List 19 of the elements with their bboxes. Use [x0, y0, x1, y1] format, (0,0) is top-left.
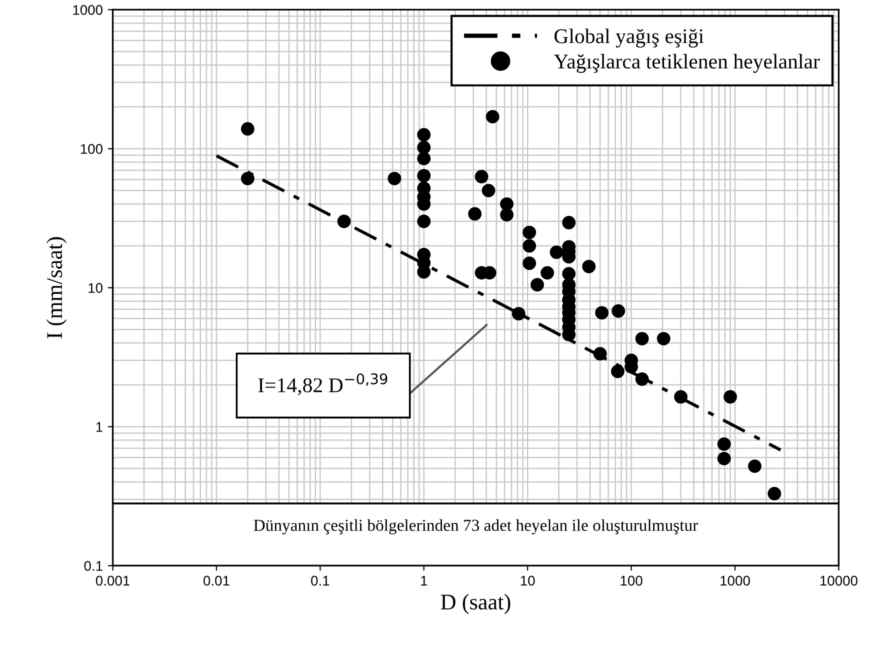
x-tick-label: 1 — [421, 576, 428, 586]
x-tick-label: 10000 — [820, 576, 858, 586]
y-tick-label: 1000 — [73, 5, 103, 15]
y-tick-label: 10 — [88, 283, 103, 293]
x-tick-label: 100 — [620, 576, 642, 586]
x-axis-title: D (saat) — [440, 594, 510, 614]
legend-label: Yağışlarca tetiklenen heyelanlar — [554, 54, 820, 73]
x-tick-label: 0.001 — [96, 576, 130, 586]
legend-label: Global yağış eşiği — [554, 28, 704, 48]
x-tick-label: 10 — [520, 576, 535, 586]
y-tick-label: 1 — [96, 422, 102, 432]
x-tick-label: 1000 — [720, 576, 750, 586]
y-axis-title: I (mm/saat) — [46, 237, 67, 338]
x-tick-label: 0.1 — [311, 576, 330, 586]
y-tick-label: 0.1 — [84, 561, 102, 571]
annotation: Dünyanın çeşitli bölgelerinden 73 adet heyelan ile oluşturulmuştur — [254, 519, 698, 534]
y-tick-label: 100 — [80, 144, 103, 154]
x-tick-label: 0.01 — [204, 576, 230, 586]
annotation: I=14,82 D$^{−0,39}$ — [258, 373, 388, 396]
